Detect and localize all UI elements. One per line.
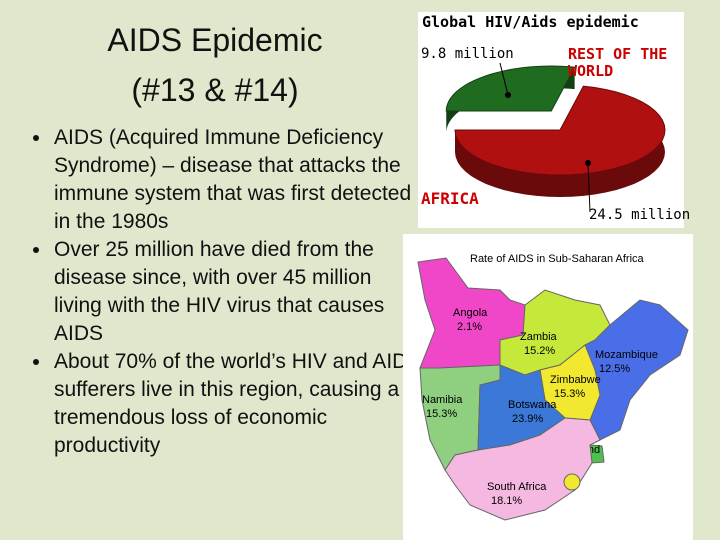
region-name: Mozambique bbox=[595, 349, 658, 361]
region-name: Zambia bbox=[520, 331, 558, 343]
lesotho bbox=[563, 473, 581, 491]
map: Rate of AIDS in Sub-Saharan Africa Angola… bbox=[417, 253, 689, 521]
slice-value-label: 24.5 million bbox=[589, 207, 691, 223]
pie-slice bbox=[445, 65, 576, 112]
bullet-list: AIDS (Acquired Immune Deficiency Syndrom… bbox=[28, 124, 424, 460]
leader bbox=[499, 62, 509, 96]
region-name: South Africa bbox=[487, 481, 547, 493]
pie-title: Global HIV/Aids epidemic bbox=[422, 13, 639, 31]
bullet: About 70% of the world’s HIV and AIDS su… bbox=[52, 348, 424, 460]
region-rate: 23.9% bbox=[512, 413, 543, 425]
slide-title: AIDS Epidemic bbox=[107, 22, 323, 58]
region-rate: 15.3% bbox=[426, 408, 457, 420]
region-name: Botswana bbox=[508, 399, 557, 411]
bullet: Over 25 million have died from the disea… bbox=[52, 236, 424, 348]
region-rate: 18.1% bbox=[491, 495, 522, 507]
leader-dot bbox=[505, 92, 511, 98]
slice-value-label: 9.8 million bbox=[421, 46, 514, 62]
region-rate: 15.2% bbox=[524, 345, 555, 357]
region-rate: 12.5% bbox=[599, 363, 630, 375]
region-rate: 15.3% bbox=[554, 388, 585, 400]
bullet: AIDS (Acquired Immune Deficiency Syndrom… bbox=[52, 124, 424, 236]
slice-label: AFRICA bbox=[421, 189, 479, 208]
leader bbox=[587, 162, 591, 213]
leader-dot bbox=[585, 160, 591, 166]
region-name: Angola bbox=[453, 307, 488, 319]
slice-label: REST OF THE WORLD bbox=[568, 45, 668, 80]
map-title: Rate of AIDS in Sub-Saharan Africa bbox=[470, 253, 645, 265]
map-region bbox=[444, 417, 601, 521]
region-name: Namibia bbox=[422, 394, 463, 406]
region-rate: 2.1% bbox=[457, 321, 482, 333]
region-name: Zimbabwe bbox=[550, 374, 601, 386]
pie-slice bbox=[454, 85, 666, 176]
slide-title: (#13 & #14) bbox=[131, 72, 299, 108]
pie bbox=[445, 62, 666, 213]
